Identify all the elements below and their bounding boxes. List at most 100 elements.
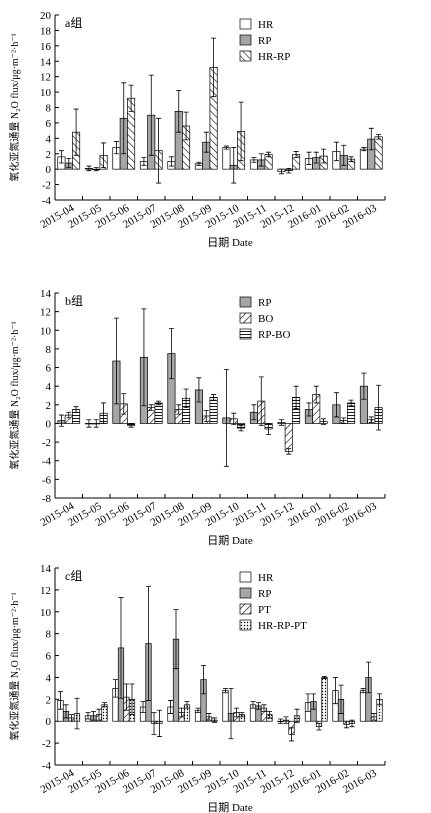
error-bar	[368, 416, 374, 423]
legend-label: HR-RP	[258, 51, 290, 63]
error-bar	[316, 723, 322, 731]
error-bar	[283, 716, 289, 724]
bar	[154, 402, 163, 424]
error-bar	[206, 713, 212, 721]
error-bar	[96, 708, 102, 721]
error-bar	[58, 691, 63, 710]
y-tick-label: -4	[42, 195, 52, 207]
error-bar	[238, 424, 244, 432]
legend-swatch	[239, 587, 252, 599]
error-bar	[93, 419, 99, 428]
bar	[209, 397, 218, 424]
y-tick-label: 12	[40, 307, 51, 319]
y-tick-label: 18	[40, 25, 52, 37]
legend-label: RP	[258, 35, 271, 47]
error-bar	[156, 117, 162, 184]
legend-swatch	[239, 619, 252, 631]
error-bar	[306, 151, 312, 165]
legend-label: RP	[258, 297, 271, 309]
panel-label: a组	[65, 16, 82, 30]
x-axis-label: 日期 Date	[207, 801, 253, 813]
error-bar	[58, 150, 64, 164]
error-bar	[113, 317, 119, 405]
y-tick-label: 10	[40, 87, 52, 99]
y-tick-label: 0	[46, 716, 52, 728]
legend-swatch	[239, 50, 252, 62]
legend-swatch	[239, 571, 252, 583]
legend-label: HR	[258, 572, 274, 584]
error-bar	[261, 704, 267, 712]
y-tick-label: 14	[40, 56, 52, 68]
legend-label: HR-RP-PT	[258, 620, 307, 632]
error-bar	[286, 448, 292, 455]
y-tick-label: 8	[46, 629, 52, 641]
legend-swatch	[239, 328, 252, 340]
error-bar	[86, 165, 92, 172]
error-bar	[86, 419, 92, 428]
y-tick-label: -2	[42, 738, 51, 750]
y-tick-label: -2	[42, 180, 51, 192]
y-tick-label: 6	[46, 118, 52, 130]
error-bar	[121, 393, 127, 415]
bar	[359, 148, 368, 170]
error-bar	[168, 156, 174, 167]
error-bar	[294, 708, 300, 723]
error-bar	[113, 141, 119, 155]
error-bar	[201, 665, 206, 695]
y-tick-label: 10	[40, 607, 52, 619]
y-tick-label: 14	[40, 288, 52, 300]
error-bar	[173, 609, 179, 670]
error-bar	[321, 148, 327, 164]
error-bar	[184, 701, 190, 709]
error-bar	[348, 156, 354, 162]
error-bar	[344, 720, 349, 729]
legend-swatch	[239, 34, 252, 46]
panel-label: b组	[65, 294, 83, 308]
error-bar	[376, 134, 382, 140]
error-bar	[140, 701, 146, 713]
error-bar	[148, 404, 154, 411]
error-bar	[203, 131, 209, 153]
error-bar	[91, 710, 96, 721]
error-bar	[238, 101, 244, 162]
error-bar	[146, 586, 151, 701]
error-bar	[179, 707, 184, 718]
y-tick-label: 12	[40, 72, 51, 84]
error-bar	[211, 37, 217, 98]
error-bar	[338, 684, 344, 714]
error-bar	[234, 707, 239, 718]
y-tick-label: 4	[46, 133, 52, 145]
error-bar	[293, 151, 299, 159]
error-bar	[321, 418, 327, 425]
y-tick-label: 2	[46, 694, 52, 706]
y-tick-label: 0	[46, 164, 52, 176]
error-bar	[66, 411, 72, 419]
error-bar	[168, 700, 173, 714]
error-bar	[195, 707, 201, 713]
error-bar	[93, 167, 99, 172]
error-bar	[266, 423, 272, 436]
legend-label: RP	[258, 588, 271, 600]
error-bar	[168, 328, 174, 380]
error-bar	[211, 394, 217, 401]
error-bar	[101, 142, 107, 169]
error-bar	[148, 74, 154, 156]
error-bar	[196, 377, 202, 403]
error-bar	[129, 683, 135, 716]
error-bar	[368, 127, 374, 151]
y-axis-label: 氧化亚氮通量 N₂O flux/μg·m⁻²·h⁻¹	[8, 592, 21, 740]
error-bar	[128, 423, 134, 428]
error-bar	[278, 168, 284, 175]
error-bar	[377, 693, 382, 706]
y-tick-label: 2	[46, 149, 52, 161]
y-tick-label: 2	[46, 400, 52, 412]
error-bar	[289, 727, 294, 742]
error-bar	[306, 402, 312, 417]
error-bar	[305, 693, 311, 712]
bar	[284, 423, 293, 452]
error-bar	[256, 702, 261, 710]
error-bar	[267, 710, 272, 719]
legend-label: PT	[258, 604, 271, 616]
error-bar	[313, 385, 319, 404]
